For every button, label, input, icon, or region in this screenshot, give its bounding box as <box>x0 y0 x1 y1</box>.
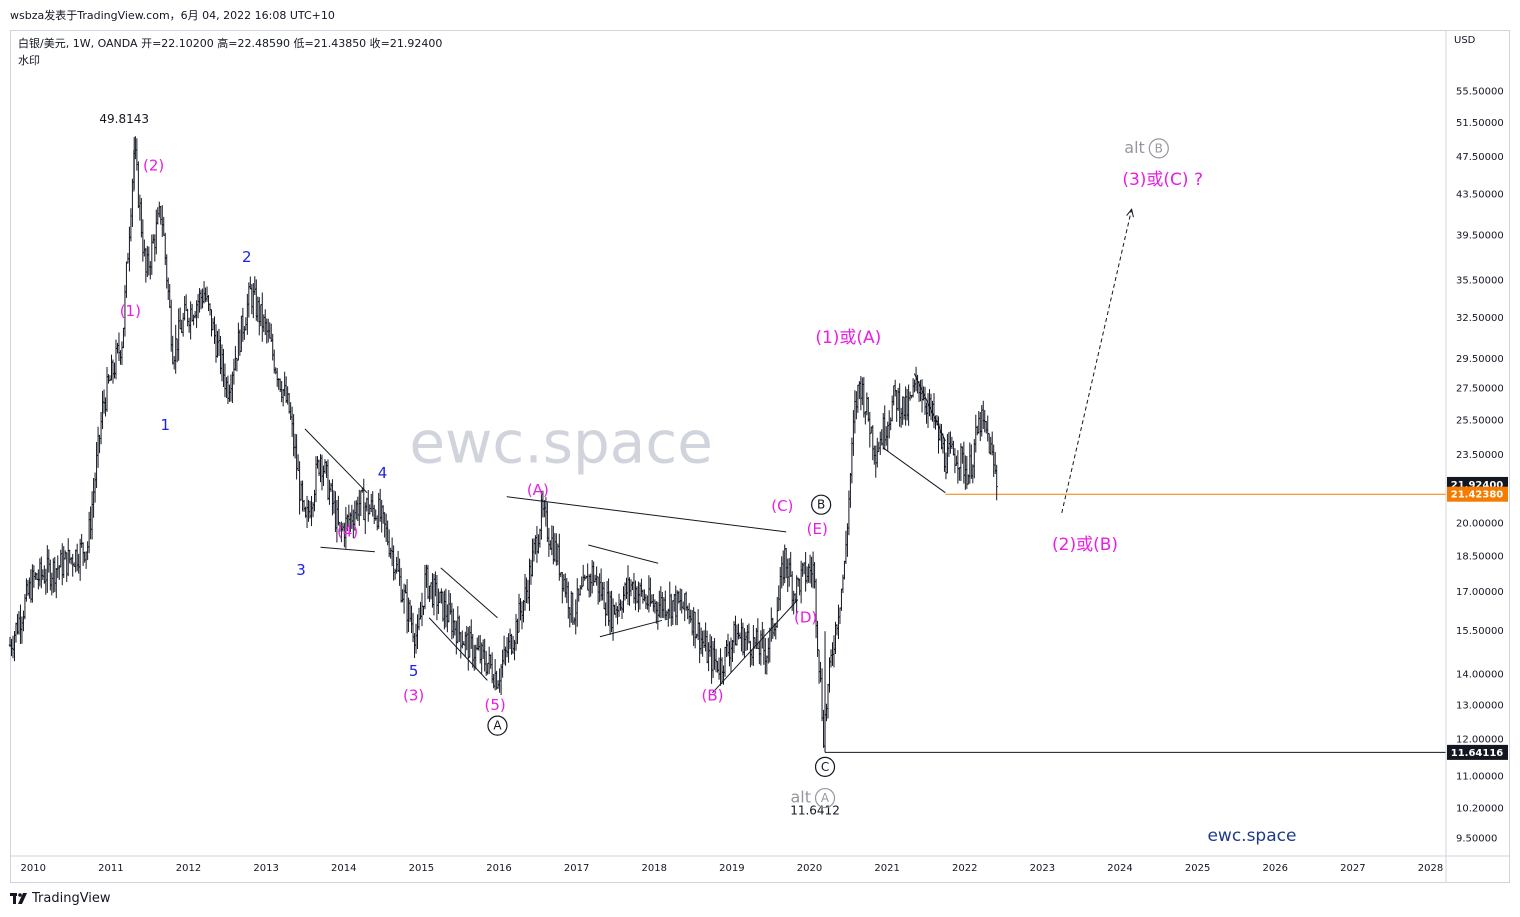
x-tick-label: 2012 <box>176 863 201 874</box>
projection-arrow-line <box>1061 209 1133 513</box>
x-tick-label: 2026 <box>1263 863 1288 874</box>
circled-wave-letter: C <box>821 760 829 774</box>
circled-wave-letter: A <box>821 791 830 805</box>
circled-wave-letter: B <box>817 498 825 512</box>
trendline <box>506 496 787 533</box>
wave-label: 5 <box>409 662 419 680</box>
x-tick-label: 2013 <box>253 863 278 874</box>
trendline <box>588 544 659 564</box>
trendline <box>320 546 375 553</box>
price-tag-box <box>1447 744 1508 760</box>
wave-circle <box>1148 138 1169 159</box>
wave-label: (B) <box>701 687 723 705</box>
y-tick-label: 35.50000 <box>1456 275 1504 286</box>
wave-label: 2 <box>242 248 252 266</box>
tradingview-logo[interactable]: TradingView <box>10 891 111 906</box>
y-tick-label: 32.50000 <box>1456 313 1504 324</box>
brand-label: ewc.space <box>1207 826 1296 846</box>
wave-label: (E) <box>807 520 828 538</box>
trendline <box>440 567 498 619</box>
y-tick-label: 39.50000 <box>1456 230 1504 241</box>
x-tick-label: 2010 <box>21 863 46 874</box>
y-tick-label: 15.50000 <box>1456 626 1504 637</box>
y-tick-label: 12.00000 <box>1456 735 1504 746</box>
chart-frame <box>10 30 1510 883</box>
wave-label: (1) <box>120 302 141 320</box>
x-tick-label: 2027 <box>1340 863 1365 874</box>
y-tick-label: 27.50000 <box>1456 384 1504 395</box>
y-tick-label: 17.00000 <box>1456 587 1504 598</box>
price-tag-value: 11.64116 <box>1451 748 1504 759</box>
wave-label: (D) <box>794 608 817 626</box>
wave-label: 4 <box>378 464 388 482</box>
x-tick-label: 2015 <box>409 863 434 874</box>
x-tick-label: 2021 <box>874 863 899 874</box>
x-tick-label: 2011 <box>98 863 123 874</box>
x-tick-label: 2022 <box>952 863 977 874</box>
wave-label: (3) <box>403 687 424 705</box>
circled-wave-letter: A <box>493 719 502 733</box>
extreme-price-label: 49.8143 <box>99 112 149 126</box>
x-tick-label: 2028 <box>1418 863 1443 874</box>
y-tick-label: 55.50000 <box>1456 86 1504 97</box>
y-tick-label: 23.50000 <box>1456 450 1504 461</box>
watermark-text: ewc.space <box>409 408 713 476</box>
x-tick-label: 2020 <box>797 863 822 874</box>
watermark-legend-label: 水印 <box>18 54 40 67</box>
alt-prefix-label: alt <box>790 788 811 807</box>
x-tick-label: 2023 <box>1030 863 1055 874</box>
x-tick-label: 2018 <box>642 863 667 874</box>
tradingview-wordmark: TradingView <box>32 891 111 906</box>
wave-label: (3)或(C) ? <box>1122 170 1203 190</box>
x-tick-label: 2025 <box>1185 863 1210 874</box>
tradingview-icon <box>10 893 27 904</box>
y-tick-label: 14.00000 <box>1456 669 1504 680</box>
y-tick-label: 47.50000 <box>1456 152 1504 163</box>
price-tag-value: 21.42380 <box>1451 490 1504 501</box>
wave-circle <box>811 494 832 515</box>
wave-label: 3 <box>296 561 306 579</box>
y-tick-label: 43.50000 <box>1456 189 1504 200</box>
symbol-ohlc-legend[interactable]: 白银/美元, 1W, OANDA 开=22.10200 高=22.48590 低… <box>18 37 443 50</box>
y-tick-label: 13.00000 <box>1456 701 1504 712</box>
x-tick-label: 2024 <box>1107 863 1132 874</box>
currency-label: USD <box>1454 35 1476 46</box>
wave-label: 1 <box>160 416 170 434</box>
projection-arrow-head <box>1126 208 1134 218</box>
x-tick-label: 2016 <box>486 863 511 874</box>
wave-circle <box>487 715 508 736</box>
alt-prefix-label: alt <box>1124 138 1145 157</box>
y-tick-label: 9.50000 <box>1456 833 1497 844</box>
trendline <box>428 617 488 681</box>
price-tag-value: 21.92400 <box>1451 480 1504 491</box>
y-tick-label: 20.00000 <box>1456 518 1504 529</box>
y-tick-label: 51.50000 <box>1456 118 1504 129</box>
publish-caption: wsbza发表于TradingView.com，6月 04, 2022 16:0… <box>10 9 335 22</box>
y-tick-label: 25.50000 <box>1456 415 1504 426</box>
x-tick-label: 2017 <box>564 863 589 874</box>
x-tick-label: 2014 <box>331 863 356 874</box>
y-tick-label: 29.50000 <box>1456 354 1504 365</box>
trendline <box>599 619 663 638</box>
price-tag-box <box>1447 486 1508 502</box>
wave-label: (2) <box>143 157 164 175</box>
wave-label: (A) <box>527 481 549 499</box>
y-tick-label: 18.50000 <box>1456 551 1504 562</box>
wave-label: (5) <box>485 696 506 714</box>
trendline <box>882 447 946 494</box>
y-tick-label: 10.20000 <box>1456 803 1504 814</box>
circled-wave-letter: B <box>1155 141 1163 155</box>
wave-label: (C) <box>771 497 793 515</box>
wave-label: (4) <box>337 522 358 540</box>
wave-label: (1)或(A) <box>815 328 881 348</box>
wave-circle <box>814 756 836 777</box>
wave-circle <box>814 787 836 809</box>
y-tick-label: 11.00000 <box>1456 771 1504 782</box>
x-tick-label: 2019 <box>719 863 744 874</box>
trendline <box>304 428 368 494</box>
wave-label: (2)或(B) <box>1052 535 1118 555</box>
